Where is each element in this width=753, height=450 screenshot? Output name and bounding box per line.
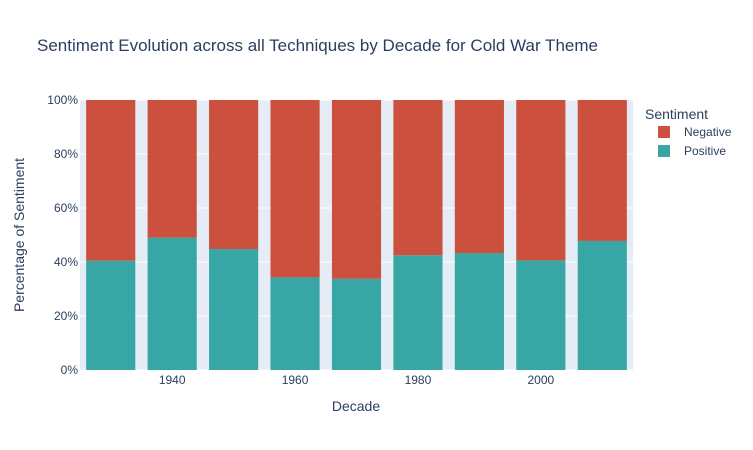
x-tick-label: 1940 xyxy=(159,373,186,387)
bar-negative-2010[interactable] xyxy=(577,100,627,241)
bar-negative-1990[interactable] xyxy=(454,100,504,254)
bar-positive-1950[interactable] xyxy=(209,249,259,370)
y-tick-label: 40% xyxy=(54,255,78,269)
bar-negative-1950[interactable] xyxy=(209,100,259,250)
y-tick-label: 20% xyxy=(54,309,78,323)
legend-swatch-positive[interactable] xyxy=(658,145,670,157)
bar-negative-1940[interactable] xyxy=(147,100,197,238)
x-axis-title: Decade xyxy=(332,398,380,414)
bar-positive-2000[interactable] xyxy=(516,260,566,370)
legend-label-negative[interactable]: Negative xyxy=(684,125,732,139)
legend-title: Sentiment xyxy=(645,106,708,122)
y-tick-label: 0% xyxy=(61,363,79,377)
bar-positive-1940[interactable] xyxy=(147,237,197,370)
legend: Sentiment Negative Positive xyxy=(645,106,732,158)
y-tick-label: 60% xyxy=(54,201,78,215)
bar-positive-1990[interactable] xyxy=(454,253,504,370)
x-tick-label: 1980 xyxy=(405,373,432,387)
chart-title: Sentiment Evolution across all Technique… xyxy=(37,36,598,55)
legend-swatch-negative[interactable] xyxy=(658,126,670,138)
bars xyxy=(86,100,627,370)
bar-negative-1980[interactable] xyxy=(393,100,443,256)
bar-positive-1980[interactable] xyxy=(393,255,443,370)
y-axis-ticks: 0% 20% 40% 60% 80% 100% xyxy=(47,93,78,377)
bar-negative-1960[interactable] xyxy=(270,100,320,278)
bar-negative-2000[interactable] xyxy=(516,100,566,261)
bar-negative-1970[interactable] xyxy=(331,100,382,279)
bar-positive-1930[interactable] xyxy=(86,260,136,370)
bar-positive-2010[interactable] xyxy=(577,240,627,370)
y-axis-title: Percentage of Sentiment xyxy=(11,158,27,312)
bar-positive-1960[interactable] xyxy=(270,277,320,370)
legend-label-positive[interactable]: Positive xyxy=(684,144,726,158)
y-tick-label: 80% xyxy=(54,147,78,161)
bar-positive-1970[interactable] xyxy=(331,278,382,370)
bar-negative-1930[interactable] xyxy=(86,100,136,261)
x-tick-label: 2000 xyxy=(527,373,554,387)
x-axis-ticks: 1940 1960 1980 2000 xyxy=(159,373,555,387)
x-tick-label: 1960 xyxy=(282,373,309,387)
y-tick-label: 100% xyxy=(47,93,78,107)
